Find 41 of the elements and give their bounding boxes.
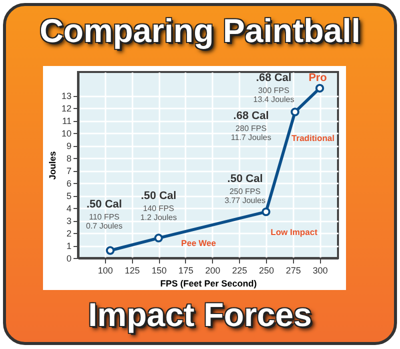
- point: [315, 84, 324, 93]
- chart-title: Comparing Paintball: [38, 12, 362, 50]
- annotation: Traditional: [292, 132, 335, 143]
- x-tick-label: 100: [98, 266, 113, 276]
- y-axis-title: Joules: [47, 151, 58, 180]
- x-tick-label: 225: [232, 266, 248, 276]
- x-tick-label: 175: [178, 266, 194, 276]
- y-tick-label: 0: [66, 254, 72, 264]
- y-tick-label: 11: [62, 116, 72, 126]
- y-tick-label: 7: [66, 166, 72, 176]
- point: [262, 207, 270, 216]
- x-tick-label: 125: [124, 266, 140, 276]
- y-tick-label: 6: [66, 178, 72, 189]
- annotation: Pee Wee: [181, 238, 216, 248]
- x-tick-label: 300: [312, 266, 328, 276]
- y-tick-label: 2: [66, 228, 72, 239]
- annotation: .68 Cal 300 FPS 13.4 Joules: [253, 72, 294, 104]
- y-tick-label: 1: [66, 241, 72, 252]
- point: [106, 246, 115, 255]
- y-tick-label: 10: [61, 128, 72, 139]
- x-tick-label: 275: [286, 266, 301, 276]
- y-tick-label: 9: [66, 141, 72, 152]
- annotation: .50 Cal 140 FPS 1.2 Joules: [140, 190, 177, 222]
- y-tick-label: 3: [66, 216, 72, 226]
- point: [154, 234, 163, 242]
- y-tick-label: 5: [66, 191, 72, 202]
- annotation: Pro: [308, 72, 328, 84]
- x-tick-label: 250: [259, 266, 274, 276]
- annotation: .68 Cal 280 FPS 11.7 Joules: [230, 110, 272, 142]
- y-tick-label: 13: [61, 91, 72, 102]
- annotation: .50 Cal 110 FPS 0.7 Joules: [86, 198, 122, 231]
- x-tick-label: 200: [205, 266, 220, 276]
- y-tick-label: 4: [66, 204, 72, 214]
- y-tick-label: 8: [66, 154, 72, 164]
- annotation: Low Impact: [270, 226, 318, 237]
- x-axis-title: FPS (Feet Per Second): [160, 278, 257, 288]
- text: Impact Forces: [87, 296, 313, 334]
- point: [290, 108, 300, 116]
- annotation: .50 Cal 250 FPS 3.77 Joules: [224, 172, 266, 205]
- x-tick-label: 150: [152, 266, 167, 276]
- y-tick-label: 12: [61, 104, 72, 114]
